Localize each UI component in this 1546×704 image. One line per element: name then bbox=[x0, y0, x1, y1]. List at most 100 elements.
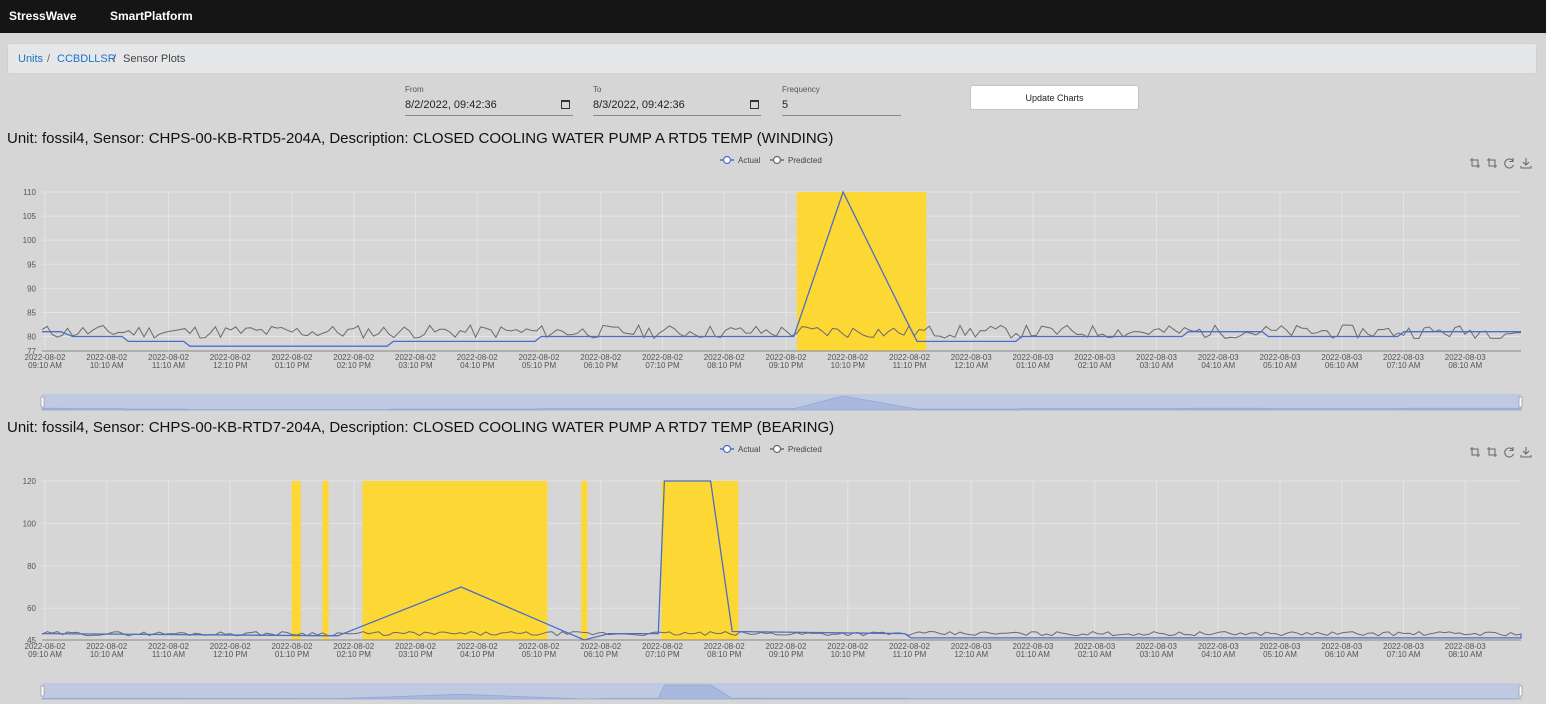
x-tick-label-date: 2022-08-02 bbox=[395, 353, 436, 362]
legend-predicted-label[interactable]: Predicted bbox=[788, 445, 822, 454]
x-tick-label-time: 01:10 AM bbox=[1016, 650, 1050, 659]
x-tick-label-time: 09:10 PM bbox=[769, 361, 804, 370]
x-tick-label-date: 2022-08-03 bbox=[1136, 642, 1177, 651]
x-tick-label-time: 02:10 PM bbox=[337, 650, 372, 659]
x-tick-label-time: 04:10 AM bbox=[1201, 650, 1235, 659]
legend-actual-label[interactable]: Actual bbox=[738, 445, 760, 454]
x-tick-label-time: 10:10 PM bbox=[831, 361, 866, 370]
frequency-input[interactable]: 5 bbox=[782, 99, 789, 111]
y-tick-label: 45 bbox=[27, 636, 36, 645]
brand-stresswave[interactable]: StressWave bbox=[9, 9, 77, 23]
data-zoom-handle-left[interactable] bbox=[40, 685, 45, 697]
data-zoom-preview bbox=[41, 395, 1522, 411]
legend-predicted-marker[interactable] bbox=[772, 444, 782, 454]
from-input[interactable]: 8/2/2022, 09:42:36 bbox=[405, 99, 497, 111]
anomaly-highlight bbox=[796, 192, 927, 351]
x-tick-label-date: 2022-08-03 bbox=[1445, 642, 1486, 651]
x-tick-label-date: 2022-08-03 bbox=[1321, 642, 1362, 651]
zoom-icon[interactable] bbox=[1470, 158, 1480, 168]
x-tick-label-time: 06:10 AM bbox=[1325, 650, 1359, 659]
data-zoom-handle-right[interactable] bbox=[1518, 396, 1523, 408]
x-tick-label-date: 2022-08-03 bbox=[951, 353, 992, 362]
calendar-icon[interactable] bbox=[561, 100, 570, 109]
x-tick-label-date: 2022-08-03 bbox=[1321, 353, 1362, 362]
legend-predicted-label[interactable]: Predicted bbox=[788, 156, 822, 165]
x-tick-label-time: 07:10 AM bbox=[1387, 650, 1421, 659]
x-tick-label-time: 06:10 PM bbox=[584, 361, 619, 370]
y-tick-label: 100 bbox=[23, 519, 37, 528]
actual-series-line bbox=[41, 480, 1522, 641]
x-tick-label-date: 2022-08-02 bbox=[704, 642, 745, 651]
x-tick-label-date: 2022-08-02 bbox=[86, 642, 127, 651]
x-tick-label-date: 2022-08-02 bbox=[766, 353, 807, 362]
to-label: To bbox=[593, 85, 602, 94]
breadcrumb-current: Sensor Plots bbox=[123, 53, 186, 65]
restore-icon[interactable] bbox=[1504, 447, 1514, 458]
plot-area bbox=[42, 481, 1521, 640]
zoom-icon[interactable] bbox=[1470, 447, 1480, 457]
breadcrumb-units-link[interactable]: Units bbox=[18, 53, 44, 65]
anomaly-highlight bbox=[362, 481, 548, 640]
x-tick-label-time: 09:10 AM bbox=[28, 361, 62, 370]
anomaly-highlight bbox=[291, 481, 301, 640]
to-input[interactable]: 8/3/2022, 09:42:36 bbox=[593, 99, 685, 111]
update-charts-button[interactable]: Update Charts bbox=[970, 85, 1139, 110]
x-tick-label-date: 2022-08-03 bbox=[1074, 642, 1115, 651]
breadcrumb-unit-link[interactable]: CCBDLLSR bbox=[57, 53, 116, 65]
x-tick-label-time: 10:10 PM bbox=[831, 650, 866, 659]
x-tick-label-date: 2022-08-02 bbox=[889, 353, 930, 362]
data-zoom-slider[interactable] bbox=[42, 683, 1521, 699]
zoom-reset-icon[interactable] bbox=[1487, 158, 1497, 168]
y-tick-label: 120 bbox=[23, 477, 37, 486]
legend-actual-marker[interactable] bbox=[722, 155, 732, 165]
download-icon[interactable] bbox=[1520, 447, 1532, 458]
x-tick-label-time: 11:10 AM bbox=[152, 361, 186, 370]
download-icon[interactable] bbox=[1520, 158, 1532, 169]
x-tick-label-date: 2022-08-03 bbox=[951, 642, 992, 651]
restore-icon[interactable] bbox=[1504, 158, 1514, 169]
x-tick-label-time: 08:10 AM bbox=[1448, 361, 1482, 370]
x-tick-label-time: 12:10 PM bbox=[213, 650, 248, 659]
x-tick-label-date: 2022-08-03 bbox=[1074, 353, 1115, 362]
x-tick-label-date: 2022-08-03 bbox=[1198, 353, 1239, 362]
x-tick-label-date: 2022-08-02 bbox=[395, 642, 436, 651]
x-tick-label-date: 2022-08-02 bbox=[333, 353, 374, 362]
x-tick-label-date: 2022-08-03 bbox=[1013, 353, 1054, 362]
x-tick-label-time: 07:10 PM bbox=[645, 361, 680, 370]
x-tick-label-date: 2022-08-02 bbox=[889, 642, 930, 651]
legend-actual-label[interactable]: Actual bbox=[738, 156, 760, 165]
zoom-reset-icon[interactable] bbox=[1487, 447, 1497, 457]
data-zoom-handle-left[interactable] bbox=[40, 396, 45, 408]
x-tick-label-time: 10:10 AM bbox=[90, 650, 124, 659]
x-tick-label-date: 2022-08-02 bbox=[642, 353, 683, 362]
calendar-icon[interactable] bbox=[750, 100, 759, 109]
x-tick-label-time: 03:10 AM bbox=[1140, 650, 1174, 659]
x-tick-label-time: 05:10 PM bbox=[522, 361, 557, 370]
x-tick-label-time: 08:10 AM bbox=[1448, 650, 1482, 659]
x-tick-label-date: 2022-08-02 bbox=[210, 642, 251, 651]
y-tick-label: 80 bbox=[27, 562, 36, 571]
legend-predicted-marker[interactable] bbox=[772, 155, 782, 165]
data-zoom-preview bbox=[41, 684, 1522, 700]
legend-actual-marker[interactable] bbox=[722, 444, 732, 454]
data-zoom-slider[interactable] bbox=[42, 394, 1521, 410]
x-tick-label-date: 2022-08-02 bbox=[519, 642, 560, 651]
x-tick-label-time: 05:10 AM bbox=[1263, 361, 1297, 370]
x-tick-label-time: 02:10 PM bbox=[337, 361, 372, 370]
breadcrumb: Units / CCBDLLSR / Sensor Plots bbox=[7, 43, 1537, 74]
x-tick-label-date: 2022-08-02 bbox=[580, 353, 621, 362]
y-tick-label: 60 bbox=[27, 604, 36, 613]
x-tick-label-time: 10:10 AM bbox=[90, 361, 124, 370]
x-tick-label-date: 2022-08-03 bbox=[1383, 353, 1424, 362]
nav-smartplatform[interactable]: SmartPlatform bbox=[110, 9, 193, 23]
x-tick-label-time: 01:10 AM bbox=[1016, 361, 1050, 370]
data-zoom-handle-right[interactable] bbox=[1518, 685, 1523, 697]
x-tick-label-date: 2022-08-02 bbox=[333, 642, 374, 651]
predicted-series-line bbox=[41, 324, 1522, 340]
x-tick-label-time: 12:10 PM bbox=[213, 361, 248, 370]
x-tick-label-time: 12:10 AM bbox=[954, 361, 988, 370]
x-tick-label-date: 2022-08-02 bbox=[25, 642, 66, 651]
x-tick-label-date: 2022-08-02 bbox=[642, 642, 683, 651]
